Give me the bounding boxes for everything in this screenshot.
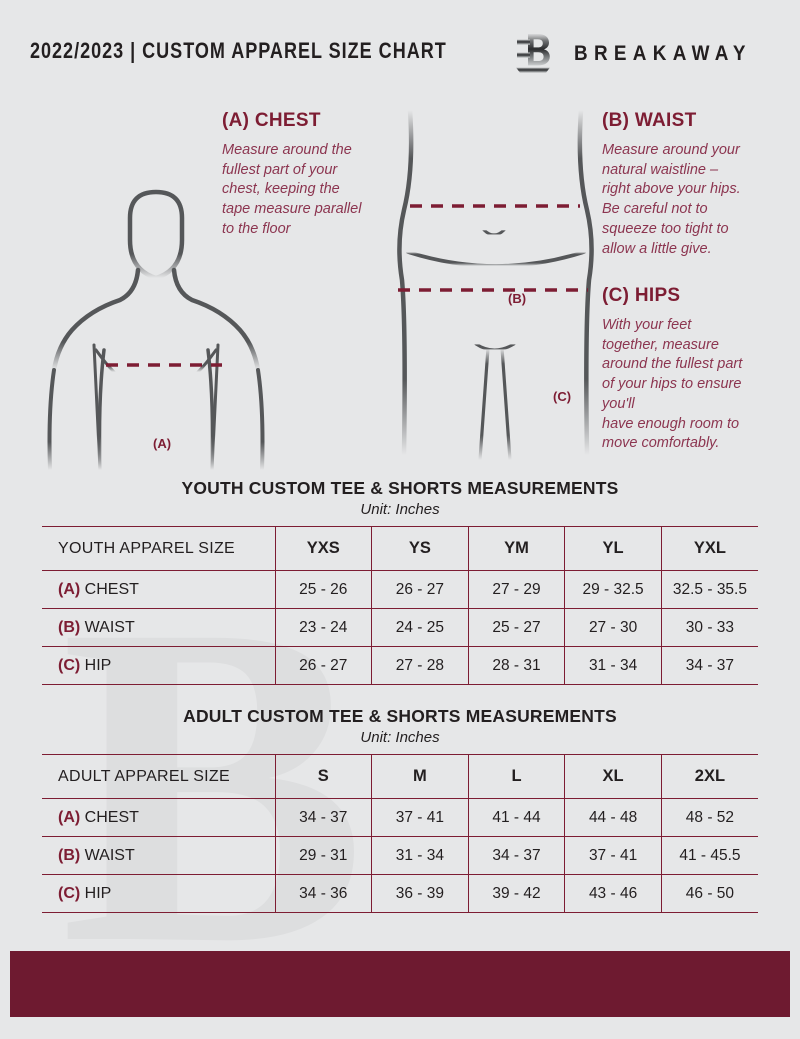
instruction-heading-waist: (B) WAIST	[602, 110, 697, 131]
youth-chest-yl: 29 - 32.5	[564, 570, 662, 609]
adult-header-row: ADULT APPAREL SIZE S M L XL 2XL	[42, 754, 758, 799]
row-marker: (C)	[58, 884, 81, 902]
instruction-body-chest: Measure around the fullest part of your …	[222, 142, 362, 237]
youth-size-header-yl: YL	[564, 526, 662, 571]
instruction-body-hips: With your feet together, measure around …	[602, 317, 743, 452]
adult-size-header-2xl: 2XL	[661, 754, 758, 799]
brand-name: BREAKAWAY	[574, 42, 753, 65]
youth-size-header-yxs: YXS	[275, 526, 373, 571]
youth-waist-ys: 24 - 25	[371, 608, 469, 647]
adult-size-table-block: ADULT CUSTOM TEE & SHORTS MEASUREMENTS U…	[42, 706, 758, 913]
adult-hip-xl: 43 - 46	[564, 874, 662, 913]
youth-waist-ym: 25 - 27	[468, 608, 566, 647]
footer-accent-bar	[10, 951, 790, 1017]
youth-hip-ys: 27 - 28	[371, 646, 469, 685]
adult-chest-2xl: 48 - 52	[661, 798, 758, 837]
waist-line-label: (B)	[508, 291, 527, 306]
adult-table-unit: Unit: Inches	[360, 729, 440, 746]
lower-body-hips-illustration	[397, 107, 594, 462]
row-marker: (B)	[58, 846, 81, 864]
youth-header-row: YOUTH APPAREL SIZE YXS YS YM YL YXL	[42, 526, 758, 571]
page-title: 2022/2023 | CUSTOM APPAREL SIZE CHART	[30, 38, 447, 63]
youth-table-unit: Unit: Inches	[360, 501, 440, 518]
adult-chest-m: 37 - 41	[371, 798, 469, 837]
adult-row-header-label: ADULT APPAREL SIZE	[42, 754, 276, 799]
chest-line-label: (A)	[153, 436, 172, 451]
adult-chest-s: 34 - 37	[275, 798, 373, 837]
youth-waist-yxl: 30 - 33	[661, 608, 758, 647]
youth-chest-yxl: 32.5 - 35.5	[661, 570, 758, 609]
table-row: (A) CHEST 34 - 37 37 - 41 41 - 44 44 - 48 48 …	[42, 798, 758, 837]
row-marker: (C)	[58, 656, 81, 674]
adult-size-header-s: S	[275, 754, 373, 799]
youth-size-header-ys: YS	[371, 526, 469, 571]
table-row: (B) WAIST 23 - 24 24 - 25 25 - 27 27 - 30 30 …	[42, 608, 758, 647]
brand-logo: BREAKAWAY	[514, 30, 772, 78]
youth-row-label-waist: (B) WAIST	[42, 608, 276, 647]
adult-size-header-m: M	[371, 754, 469, 799]
instruction-heading-chest: (A) CHEST	[222, 110, 321, 131]
adult-waist-2xl: 41 - 45.5	[661, 836, 758, 875]
youth-size-table-block: YOUTH CUSTOM TEE & SHORTS MEASUREMENTS U…	[42, 478, 758, 685]
youth-size-table: YOUTH APPAREL SIZE YXS YS YM YL YXL (A) CHEST 2…	[42, 526, 758, 685]
instruction-body-waist: Measure around your natural waistline – …	[602, 142, 741, 257]
youth-chest-yxs: 25 - 26	[275, 570, 373, 609]
youth-chest-ys: 26 - 27	[371, 570, 469, 609]
youth-size-header-yxl: YXL	[661, 526, 758, 571]
instruction-block-chest: (A) CHEST Measure around the fullest par…	[222, 110, 397, 240]
adult-waist-s: 29 - 31	[275, 836, 373, 875]
adult-row-label-waist: (B) WAIST	[42, 836, 276, 875]
adult-waist-xl: 37 - 41	[564, 836, 662, 875]
youth-row-label-hip: (C) HIP	[42, 646, 276, 685]
youth-row-header-label: YOUTH APPAREL SIZE	[42, 526, 276, 571]
adult-hip-2xl: 46 - 50	[661, 874, 758, 913]
instruction-block-waist: (B) WAIST Measure around your natural wa…	[602, 110, 780, 259]
youth-chest-ym: 27 - 29	[468, 570, 566, 609]
adult-hip-l: 39 - 42	[468, 874, 566, 913]
row-marker: (A)	[58, 580, 81, 598]
row-marker: (B)	[58, 618, 81, 636]
page-header: 2022/2023 | CUSTOM APPAREL SIZE CHART BR…	[0, 0, 800, 96]
adult-waist-l: 34 - 37	[468, 836, 566, 875]
adult-size-header-xl: XL	[564, 754, 662, 799]
adult-row-label-chest: (A) CHEST	[42, 798, 276, 837]
breakaway-b-monogram-icon	[516, 34, 551, 73]
adult-waist-m: 31 - 34	[371, 836, 469, 875]
adult-size-header-l: L	[468, 754, 566, 799]
instruction-heading-hips: (C) HIPS	[602, 285, 681, 306]
youth-waist-yxs: 23 - 24	[275, 608, 373, 647]
measurement-illustrations: (A) (B) (C)	[0, 96, 800, 471]
table-row: (C) HIP 26 - 27 27 - 28 28 - 31 31 - 34 34 - …	[42, 646, 758, 685]
adult-chest-l: 41 - 44	[468, 798, 566, 837]
youth-table-title: YOUTH CUSTOM TEE & SHORTS MEASUREMENTS	[181, 478, 619, 498]
adult-hip-m: 36 - 39	[371, 874, 469, 913]
youth-hip-yxl: 34 - 37	[661, 646, 758, 685]
adult-chest-xl: 44 - 48	[564, 798, 662, 837]
instruction-block-hips: (C) HIPS With your feet together, measur…	[602, 285, 782, 454]
youth-row-label-chest: (A) CHEST	[42, 570, 276, 609]
adult-table-title: ADULT CUSTOM TEE & SHORTS MEASUREMENTS	[183, 706, 617, 726]
youth-hip-yl: 31 - 34	[564, 646, 662, 685]
adult-size-table: ADULT APPAREL SIZE S M L XL 2XL (A) CHEST 34 - …	[42, 754, 758, 913]
hip-line-label: (C)	[553, 389, 572, 404]
youth-size-header-ym: YM	[468, 526, 566, 571]
adult-row-label-hip: (C) HIP	[42, 874, 276, 913]
table-row: (C) HIP 34 - 36 36 - 39 39 - 42 43 - 46 46 - …	[42, 874, 758, 913]
upper-body-torso-illustration	[47, 189, 265, 470]
row-marker: (A)	[58, 808, 81, 826]
table-row: (B) WAIST 29 - 31 31 - 34 34 - 37 37 - 41 41 …	[42, 836, 758, 875]
table-row: (A) CHEST 25 - 26 26 - 27 27 - 29 29 - 32.5 3…	[42, 570, 758, 609]
youth-waist-yl: 27 - 30	[564, 608, 662, 647]
adult-hip-s: 34 - 36	[275, 874, 373, 913]
youth-hip-yxs: 26 - 27	[275, 646, 373, 685]
youth-hip-ym: 28 - 31	[468, 646, 566, 685]
